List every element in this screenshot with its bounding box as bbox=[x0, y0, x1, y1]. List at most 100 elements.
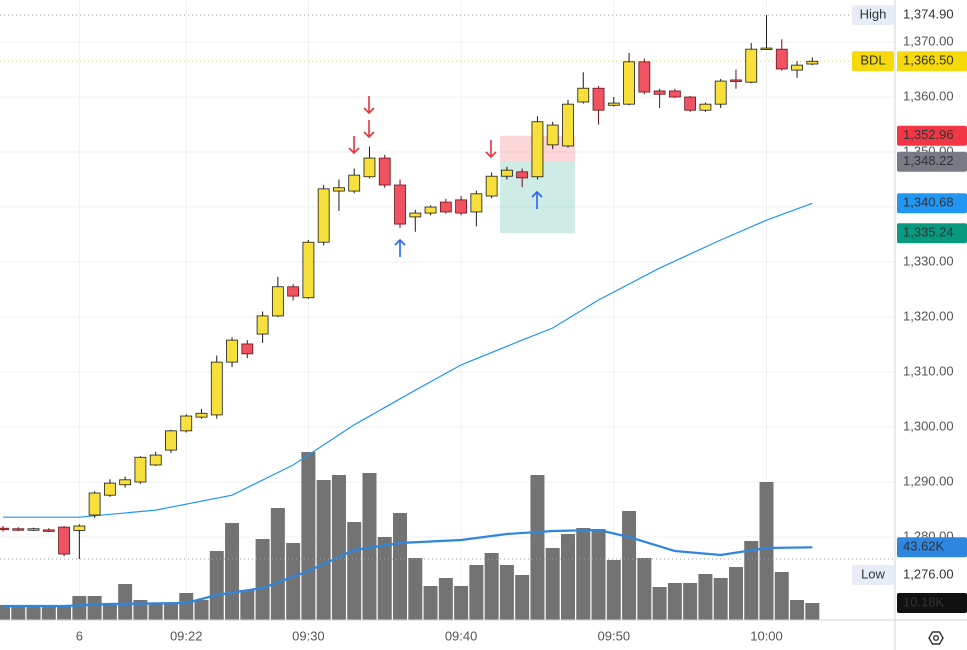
volume-bar bbox=[622, 511, 637, 620]
candle-body bbox=[455, 199, 468, 214]
price-line-value: 1,366.50 bbox=[903, 53, 954, 68]
volume-bar bbox=[515, 575, 530, 620]
candle-body bbox=[501, 169, 513, 177]
volume-bar bbox=[255, 539, 270, 620]
y-tick-label: 1,370.00 bbox=[903, 33, 954, 48]
candle-body bbox=[271, 286, 284, 317]
candle-body bbox=[791, 64, 803, 71]
sell-arrow bbox=[363, 120, 375, 139]
candle-body bbox=[760, 47, 773, 50]
x-tick-label: 09:50 bbox=[598, 628, 631, 643]
volume-bar bbox=[637, 558, 652, 620]
price-line-name: BDL bbox=[860, 53, 885, 68]
volume-bar bbox=[744, 541, 759, 620]
candle-body bbox=[775, 48, 788, 70]
candle-body bbox=[577, 87, 590, 103]
candle-body bbox=[134, 456, 147, 483]
price-line-name-box bbox=[852, 5, 894, 26]
volume-bar bbox=[240, 590, 255, 620]
axis-value-box bbox=[897, 193, 967, 214]
candle-body bbox=[623, 61, 635, 105]
candle-body bbox=[653, 90, 666, 95]
axis-value-box bbox=[897, 125, 967, 146]
volume-bar bbox=[377, 537, 392, 620]
volume-bar bbox=[545, 548, 560, 620]
volume-bar bbox=[484, 553, 499, 620]
candle-body bbox=[730, 79, 742, 82]
volume-bar bbox=[774, 572, 789, 620]
candle-body bbox=[409, 212, 422, 218]
price-ma-line bbox=[3, 202, 813, 518]
volume-bar bbox=[469, 565, 484, 620]
axis-value-box bbox=[897, 223, 967, 244]
volume-bar bbox=[316, 480, 331, 620]
volume-bar bbox=[408, 558, 423, 620]
y-tick-label: 1,300.00 bbox=[903, 418, 954, 433]
candle-body bbox=[333, 187, 345, 192]
axis-value-box bbox=[897, 593, 967, 614]
candle-body bbox=[0, 527, 9, 531]
volume-bar bbox=[698, 574, 713, 620]
candle-body bbox=[699, 103, 712, 111]
candle-body bbox=[546, 124, 559, 146]
candle-body bbox=[714, 80, 727, 105]
signal-arrows bbox=[348, 96, 543, 257]
candle-body bbox=[73, 525, 86, 531]
volume-bar bbox=[87, 596, 102, 620]
candle-body bbox=[302, 241, 315, 299]
settings-shape bbox=[928, 631, 944, 645]
volume-bar bbox=[423, 586, 438, 620]
candle-body bbox=[378, 157, 391, 186]
volume-bar bbox=[805, 603, 820, 620]
candle-body bbox=[226, 339, 238, 363]
candle-body bbox=[58, 526, 70, 555]
volume-bar bbox=[225, 523, 240, 620]
volume-bar bbox=[652, 587, 667, 620]
candle-body bbox=[12, 528, 25, 531]
settings-dot bbox=[933, 635, 939, 641]
volume-bar bbox=[683, 583, 698, 620]
x-tick-label: 09:22 bbox=[170, 628, 203, 643]
axis-value-label: 1,340.68 bbox=[903, 195, 954, 210]
candle-body bbox=[531, 121, 544, 178]
settings-icon[interactable] bbox=[928, 631, 944, 645]
volume-bar bbox=[11, 605, 26, 620]
volume-bar bbox=[209, 551, 224, 620]
volume-bar bbox=[194, 600, 209, 620]
candle-body bbox=[149, 454, 162, 466]
candle-body bbox=[27, 528, 40, 531]
candle-body bbox=[165, 430, 177, 451]
price-line-value: 1,374.90 bbox=[903, 7, 954, 22]
volume-pane bbox=[0, 452, 820, 620]
price-line-name-box bbox=[852, 565, 894, 586]
volume-bar bbox=[26, 605, 41, 620]
candle-body bbox=[806, 60, 819, 65]
volume-bar bbox=[148, 603, 163, 620]
volume-bar bbox=[591, 529, 606, 620]
volume-bar bbox=[606, 560, 621, 620]
candle-body bbox=[592, 87, 605, 111]
volume-bar bbox=[118, 584, 133, 620]
price-line-value-box bbox=[897, 5, 967, 26]
volume-bar bbox=[713, 578, 728, 620]
volume-bar bbox=[347, 522, 362, 620]
candle-body bbox=[684, 96, 697, 111]
y-tick-label: 1,320.00 bbox=[903, 308, 954, 323]
candle-body bbox=[287, 286, 300, 297]
volume-bar bbox=[163, 603, 178, 620]
volume-bar bbox=[759, 482, 774, 620]
candle-body bbox=[516, 171, 529, 179]
volume-bar bbox=[667, 583, 682, 620]
volume-bar bbox=[0, 605, 10, 620]
candle-body bbox=[317, 188, 330, 243]
volume-bar bbox=[179, 593, 194, 620]
volume-bar bbox=[530, 475, 545, 620]
axis-value-box bbox=[897, 151, 967, 172]
volume-bar bbox=[454, 586, 469, 620]
price-line-name: High bbox=[860, 7, 887, 22]
candle-body bbox=[607, 102, 620, 106]
candle-body bbox=[439, 201, 452, 213]
volume-bar bbox=[362, 473, 377, 620]
y-tick-label: 1,310.00 bbox=[903, 363, 954, 378]
